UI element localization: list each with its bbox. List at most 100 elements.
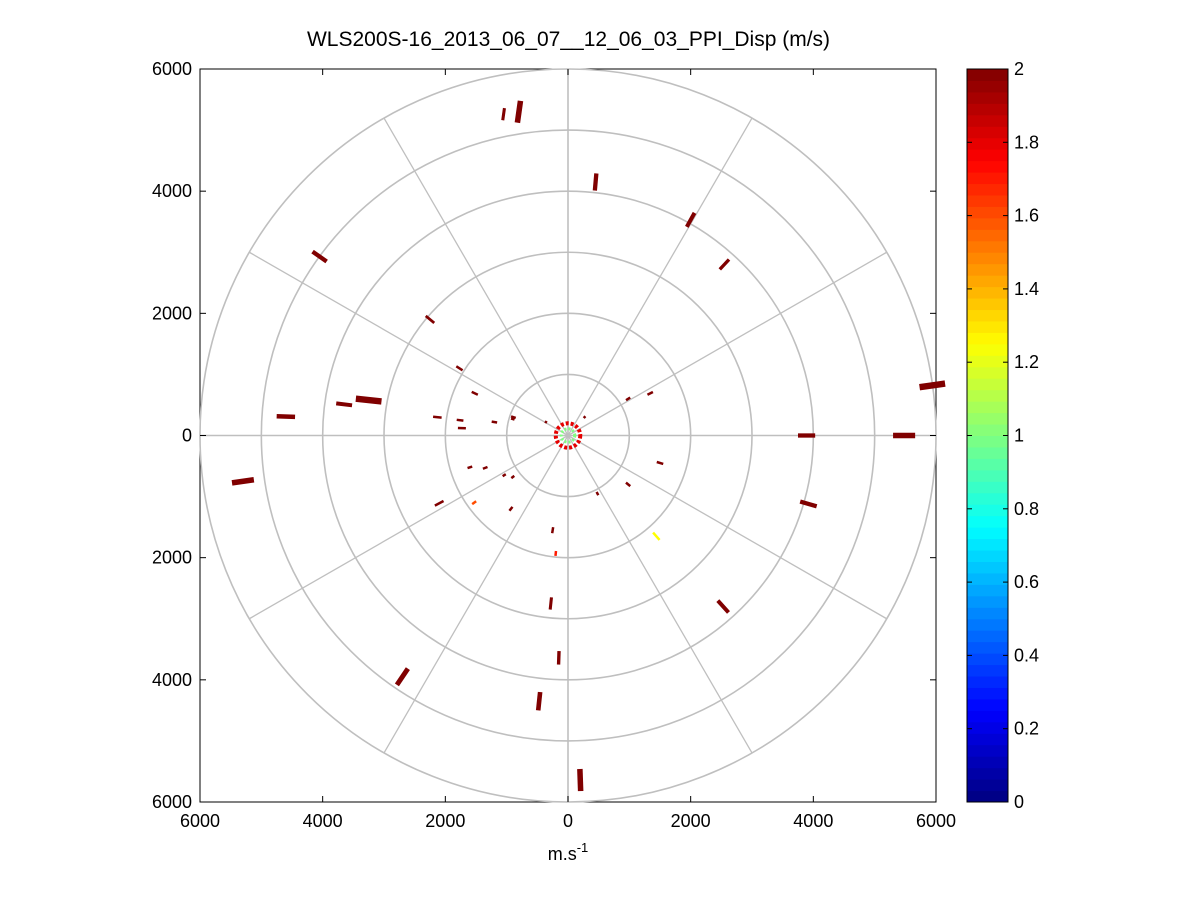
colorbar-band: [967, 172, 1008, 185]
colorbar-band: [967, 607, 1008, 620]
colorbar-band: [967, 435, 1008, 448]
data-point: [455, 365, 464, 372]
data-point: [556, 651, 561, 665]
colorbar-band: [967, 103, 1008, 116]
colorbar-band: [967, 481, 1008, 494]
x-axis-label-group: m.s-1: [548, 840, 589, 864]
data-point: [276, 413, 296, 420]
colorbar-band: [967, 183, 1008, 196]
colorbar-tick-label: 0: [1014, 792, 1024, 812]
colorbar-band: [967, 458, 1008, 471]
colorbar-band: [967, 194, 1008, 207]
tick-labels: 6000 4000 2000 0 2000 4000 6000600040002000020…: [152, 59, 956, 831]
colorbar-band: [967, 756, 1008, 769]
grid-spoke: [567, 251, 888, 437]
y-tick-label: 2000: [152, 548, 192, 568]
colorbar-band: [967, 721, 1008, 734]
colorbar-band: [967, 320, 1008, 333]
x-tick-label: 2000: [425, 811, 465, 831]
data-point: [893, 432, 916, 439]
data-point: [554, 550, 558, 556]
colorbar-band: [967, 80, 1008, 93]
colorbar-band: [967, 492, 1008, 505]
colorbar-band: [967, 424, 1008, 436]
colorbar-tick-label: 0.6: [1014, 572, 1039, 592]
colorbar-band: [967, 527, 1008, 540]
colorbar-band: [967, 767, 1008, 780]
colorbar-band: [967, 687, 1008, 700]
data-point: [514, 100, 524, 124]
colorbar-band: [967, 343, 1008, 356]
colorbar-band: [967, 412, 1008, 425]
colorbar-band: [967, 229, 1008, 242]
colorbar-tick-label: 1.4: [1014, 279, 1039, 299]
x-tick-label: 2000: [671, 811, 711, 831]
data-point: [718, 258, 731, 271]
data-point: [510, 417, 515, 421]
x-tick-label: 4000: [793, 811, 833, 831]
y-tick-label: 6000: [152, 792, 192, 812]
colorbar-band: [967, 160, 1008, 173]
data-point: [625, 396, 631, 402]
colorbar-band: [967, 698, 1008, 711]
colorbar-band: [967, 389, 1008, 402]
colorbar-band: [967, 641, 1008, 654]
data-point: [592, 173, 599, 191]
colorbar-band: [967, 561, 1008, 574]
data-point: [510, 474, 516, 480]
colorbar-band: [967, 355, 1008, 368]
colorbar-band: [967, 515, 1008, 528]
grid-spoke: [383, 117, 569, 436]
x-axis-label: m.s-1: [548, 840, 589, 864]
colorbar-band: [967, 298, 1008, 311]
colorbar-band: [967, 69, 1008, 81]
data-point: [471, 500, 477, 506]
x-tick-label: 6000: [916, 811, 956, 831]
colorbar-tick-label: 0.4: [1014, 645, 1039, 665]
colorbar-band: [967, 572, 1008, 585]
data-point: [394, 667, 410, 687]
colorbar-tick-label: 2: [1014, 59, 1024, 79]
colorbar-band: [967, 744, 1008, 757]
grid-spoke: [383, 435, 569, 754]
data-point: [646, 390, 654, 396]
y-tick-label: 4000: [152, 670, 192, 690]
colorbar-band: [967, 114, 1008, 127]
center-cluster-inner: [559, 427, 577, 444]
colorbar-band: [967, 401, 1008, 414]
colorbar-band: [967, 217, 1008, 230]
data-point: [919, 380, 946, 391]
data-point: [432, 415, 442, 419]
data-point: [685, 211, 697, 228]
data-point: [510, 415, 517, 420]
colorbar-band: [967, 595, 1008, 608]
colorbar-band: [967, 309, 1008, 322]
data-point: [577, 768, 584, 792]
data-point: [434, 499, 445, 507]
colorbar-band: [967, 550, 1008, 562]
colorbar-band: [967, 790, 1008, 803]
data-point: [799, 499, 818, 509]
colorbar-band: [967, 584, 1008, 597]
data-point: [457, 426, 466, 430]
x-tick-label: 0: [563, 811, 573, 831]
colorbar: 0 0.2 0.4 0.6 0.8 1 1.2 1.4 1.6 1.8 2: [966, 59, 1039, 812]
colorbar-band: [967, 137, 1008, 150]
data-point: [508, 506, 514, 512]
colorbar-band: [967, 538, 1008, 551]
grid-spoke: [567, 435, 753, 754]
x-tick-label: 6000: [180, 811, 220, 831]
colorbar-band: [967, 286, 1008, 299]
colorbar-tick-label: 1.2: [1014, 352, 1039, 372]
colorbar-band: [967, 630, 1008, 643]
colorbar-band: [967, 469, 1008, 482]
colorbar-band: [967, 252, 1008, 265]
grid-spoke: [567, 434, 888, 620]
data-point: [550, 526, 555, 534]
data-point: [456, 418, 464, 422]
colorbar-tick-label: 0.2: [1014, 719, 1039, 739]
colorbar-band: [967, 653, 1008, 666]
data-point: [355, 395, 382, 405]
